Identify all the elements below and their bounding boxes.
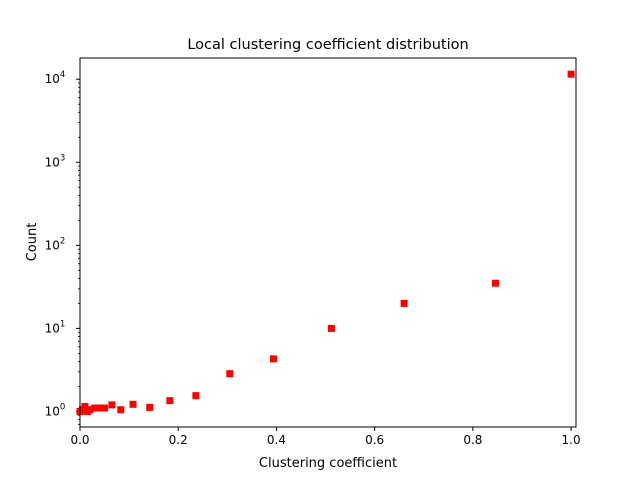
data-point: [400, 299, 408, 307]
x-tick-label: 0.6: [365, 433, 384, 447]
data-point: [91, 404, 99, 412]
x-tick-label: 0.4: [267, 433, 286, 447]
x-tick-label: 0.8: [463, 433, 482, 447]
axis-ticks: 0.0 0.2 0.4 0.6 0.8 1.0 100 101 102 103 104: [45, 70, 581, 447]
data-point: [81, 402, 89, 410]
x-axis-label: Clustering coefficient: [259, 456, 397, 471]
y-tick-label: 104: [45, 70, 66, 86]
y-tick-label: 103: [45, 153, 66, 169]
data-point: [117, 406, 125, 414]
y-tick-label: 102: [45, 236, 66, 252]
data-point: [146, 403, 154, 411]
x-tick-label: 0.2: [169, 433, 188, 447]
y-axis-label: Count: [25, 223, 40, 262]
data-point: [166, 397, 174, 405]
data-point: [567, 70, 575, 78]
data-point: [192, 392, 200, 400]
data-point: [86, 406, 94, 414]
data-point: [96, 404, 104, 412]
x-tick-label: 1.0: [562, 433, 581, 447]
y-tick-label: 101: [45, 319, 66, 335]
data-point: [129, 400, 137, 408]
plot-frame: [79, 57, 577, 428]
x-tick-label: 0.0: [70, 433, 89, 447]
data-point: [269, 355, 277, 363]
y-tick-label: 100: [45, 402, 66, 418]
data-point: [108, 401, 116, 409]
data-point: [101, 404, 109, 412]
data-point: [327, 324, 335, 332]
chart-title: Local clustering coefficient distributio…: [187, 37, 468, 53]
data-point: [491, 279, 499, 287]
data-point: [226, 370, 234, 378]
